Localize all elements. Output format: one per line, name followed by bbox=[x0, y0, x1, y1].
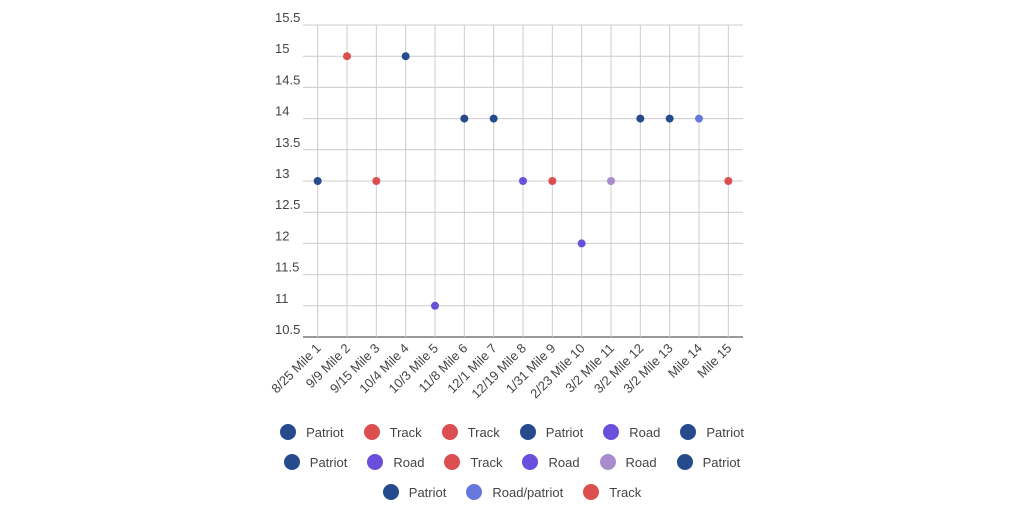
legend-marker-icon bbox=[367, 454, 384, 470]
legend-marker-icon bbox=[603, 424, 620, 440]
legend-item[interactable]: Patriot bbox=[280, 424, 344, 440]
legend-item[interactable]: Patriot bbox=[519, 424, 584, 440]
y-tick-label: 14.5 bbox=[275, 72, 300, 87]
legend-marker-icon bbox=[519, 424, 536, 440]
y-tick-label: 11 bbox=[275, 291, 289, 306]
legend-marker-icon bbox=[444, 454, 461, 470]
legend-item[interactable]: Patriot bbox=[382, 484, 447, 500]
data-point bbox=[401, 52, 410, 61]
legend-label: Road bbox=[625, 454, 657, 470]
legend-item[interactable]: Patriot bbox=[680, 424, 744, 440]
legend-label: Patriot bbox=[706, 424, 744, 440]
data-point bbox=[372, 177, 381, 185]
legend-marker-icon bbox=[280, 424, 297, 440]
legend-item[interactable]: Road bbox=[522, 454, 580, 470]
legend-label: Road bbox=[629, 424, 661, 440]
y-tick-label: 12.5 bbox=[275, 197, 300, 212]
legend-item[interactable]: Track bbox=[441, 424, 500, 440]
legend-row: Patriot Road Track Road Road Patriot bbox=[0, 454, 1024, 470]
data-point bbox=[548, 177, 557, 185]
legend-row: Patriot Track Track Patriot Road Patriot bbox=[0, 424, 1024, 440]
legend-label: Patriot bbox=[306, 424, 344, 440]
data-point bbox=[519, 177, 527, 185]
legend-label: Track bbox=[467, 424, 500, 440]
legend-marker-icon bbox=[441, 424, 458, 440]
y-tick-label: 12 bbox=[275, 228, 289, 243]
legend-label: Patriot bbox=[545, 424, 584, 440]
legend-label: Patriot bbox=[408, 484, 447, 500]
legend-label: Road bbox=[548, 454, 580, 470]
data-point bbox=[695, 114, 703, 123]
legend-marker-icon bbox=[680, 424, 697, 440]
legend-label: Road/patriot bbox=[492, 484, 564, 500]
legend-item[interactable]: Road bbox=[367, 454, 424, 470]
legend-label: Road bbox=[393, 454, 425, 470]
legend-item[interactable]: Road bbox=[603, 424, 660, 440]
y-tick-label: 15.5 bbox=[275, 10, 300, 25]
y-tick-label: 14 bbox=[275, 104, 289, 119]
data-point bbox=[724, 177, 733, 185]
data-point bbox=[313, 177, 322, 185]
legend-marker-icon bbox=[363, 424, 380, 440]
legend-marker-icon bbox=[522, 454, 539, 470]
legend-marker-icon bbox=[382, 484, 399, 500]
legend-label: Patriot bbox=[309, 454, 348, 470]
data-point bbox=[636, 114, 645, 123]
data-point bbox=[489, 114, 498, 123]
data-point bbox=[460, 114, 469, 123]
legend-item[interactable]: Patriot bbox=[676, 454, 741, 470]
legend-label: Track bbox=[389, 424, 422, 440]
legend-item[interactable]: Patriot bbox=[283, 454, 348, 470]
legend-item[interactable]: Road bbox=[599, 454, 657, 470]
data-point bbox=[577, 239, 586, 248]
legend-item[interactable]: Track bbox=[583, 484, 641, 500]
y-tick-label: 13 bbox=[275, 166, 289, 181]
data-point bbox=[607, 177, 615, 185]
legend-item[interactable]: Track bbox=[363, 424, 422, 440]
legend-label: Track bbox=[470, 454, 503, 470]
legend-marker-icon bbox=[283, 454, 300, 470]
data-point bbox=[665, 114, 674, 123]
y-tick-label: 10.5 bbox=[275, 322, 300, 337]
legend-label: Track bbox=[609, 484, 642, 500]
legend-marker-icon bbox=[676, 454, 693, 470]
y-tick-label: 11.5 bbox=[275, 260, 299, 275]
y-tick-label: 13.5 bbox=[275, 135, 300, 150]
legend-marker-icon bbox=[583, 484, 600, 500]
legend-item[interactable]: Road/patriot bbox=[466, 484, 563, 500]
data-point bbox=[431, 301, 439, 310]
data-point bbox=[343, 52, 351, 61]
legend-row: Patriot Road/patriot Track bbox=[0, 484, 1024, 500]
legend-label: Patriot bbox=[702, 454, 741, 470]
y-tick-label: 15 bbox=[275, 41, 289, 56]
legend-item[interactable]: Track bbox=[444, 454, 502, 470]
legend-marker-icon bbox=[466, 484, 483, 500]
legend-marker-icon bbox=[599, 454, 616, 470]
